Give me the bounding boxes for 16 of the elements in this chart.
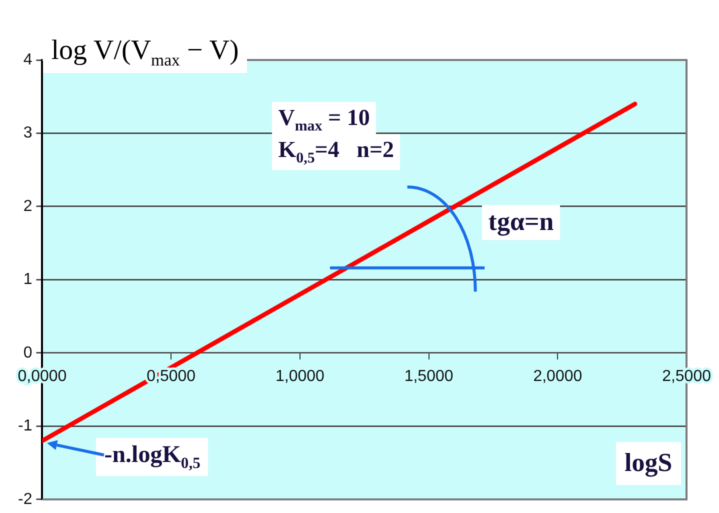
x-tick-label: 1,5000	[404, 368, 454, 385]
y-tick-label: 2	[23, 198, 32, 215]
y-tick-label: -2	[18, 490, 32, 508]
annotation: tgα=n	[482, 205, 560, 240]
annotation: -n.logK$_{0,5}$	[96, 438, 208, 476]
y-tick-label: -1	[18, 418, 32, 435]
annotation: V$_{max}$ = 10	[272, 102, 376, 138]
x-tick-label: 1,0000	[275, 368, 325, 385]
x-tick-label: 2,0000	[533, 368, 582, 385]
x-axis-title: logS	[616, 442, 682, 485]
y-tick-label: 1	[23, 271, 32, 288]
y-tick-label: 4	[23, 51, 32, 68]
y-tick-label: 0	[23, 344, 32, 362]
annotation: K$_{0,5}$=4 n=2	[272, 134, 400, 170]
y-tick-label: 3	[23, 124, 32, 142]
y-axis-title: log V/(V$_{max}$ − V)	[43, 30, 247, 73]
